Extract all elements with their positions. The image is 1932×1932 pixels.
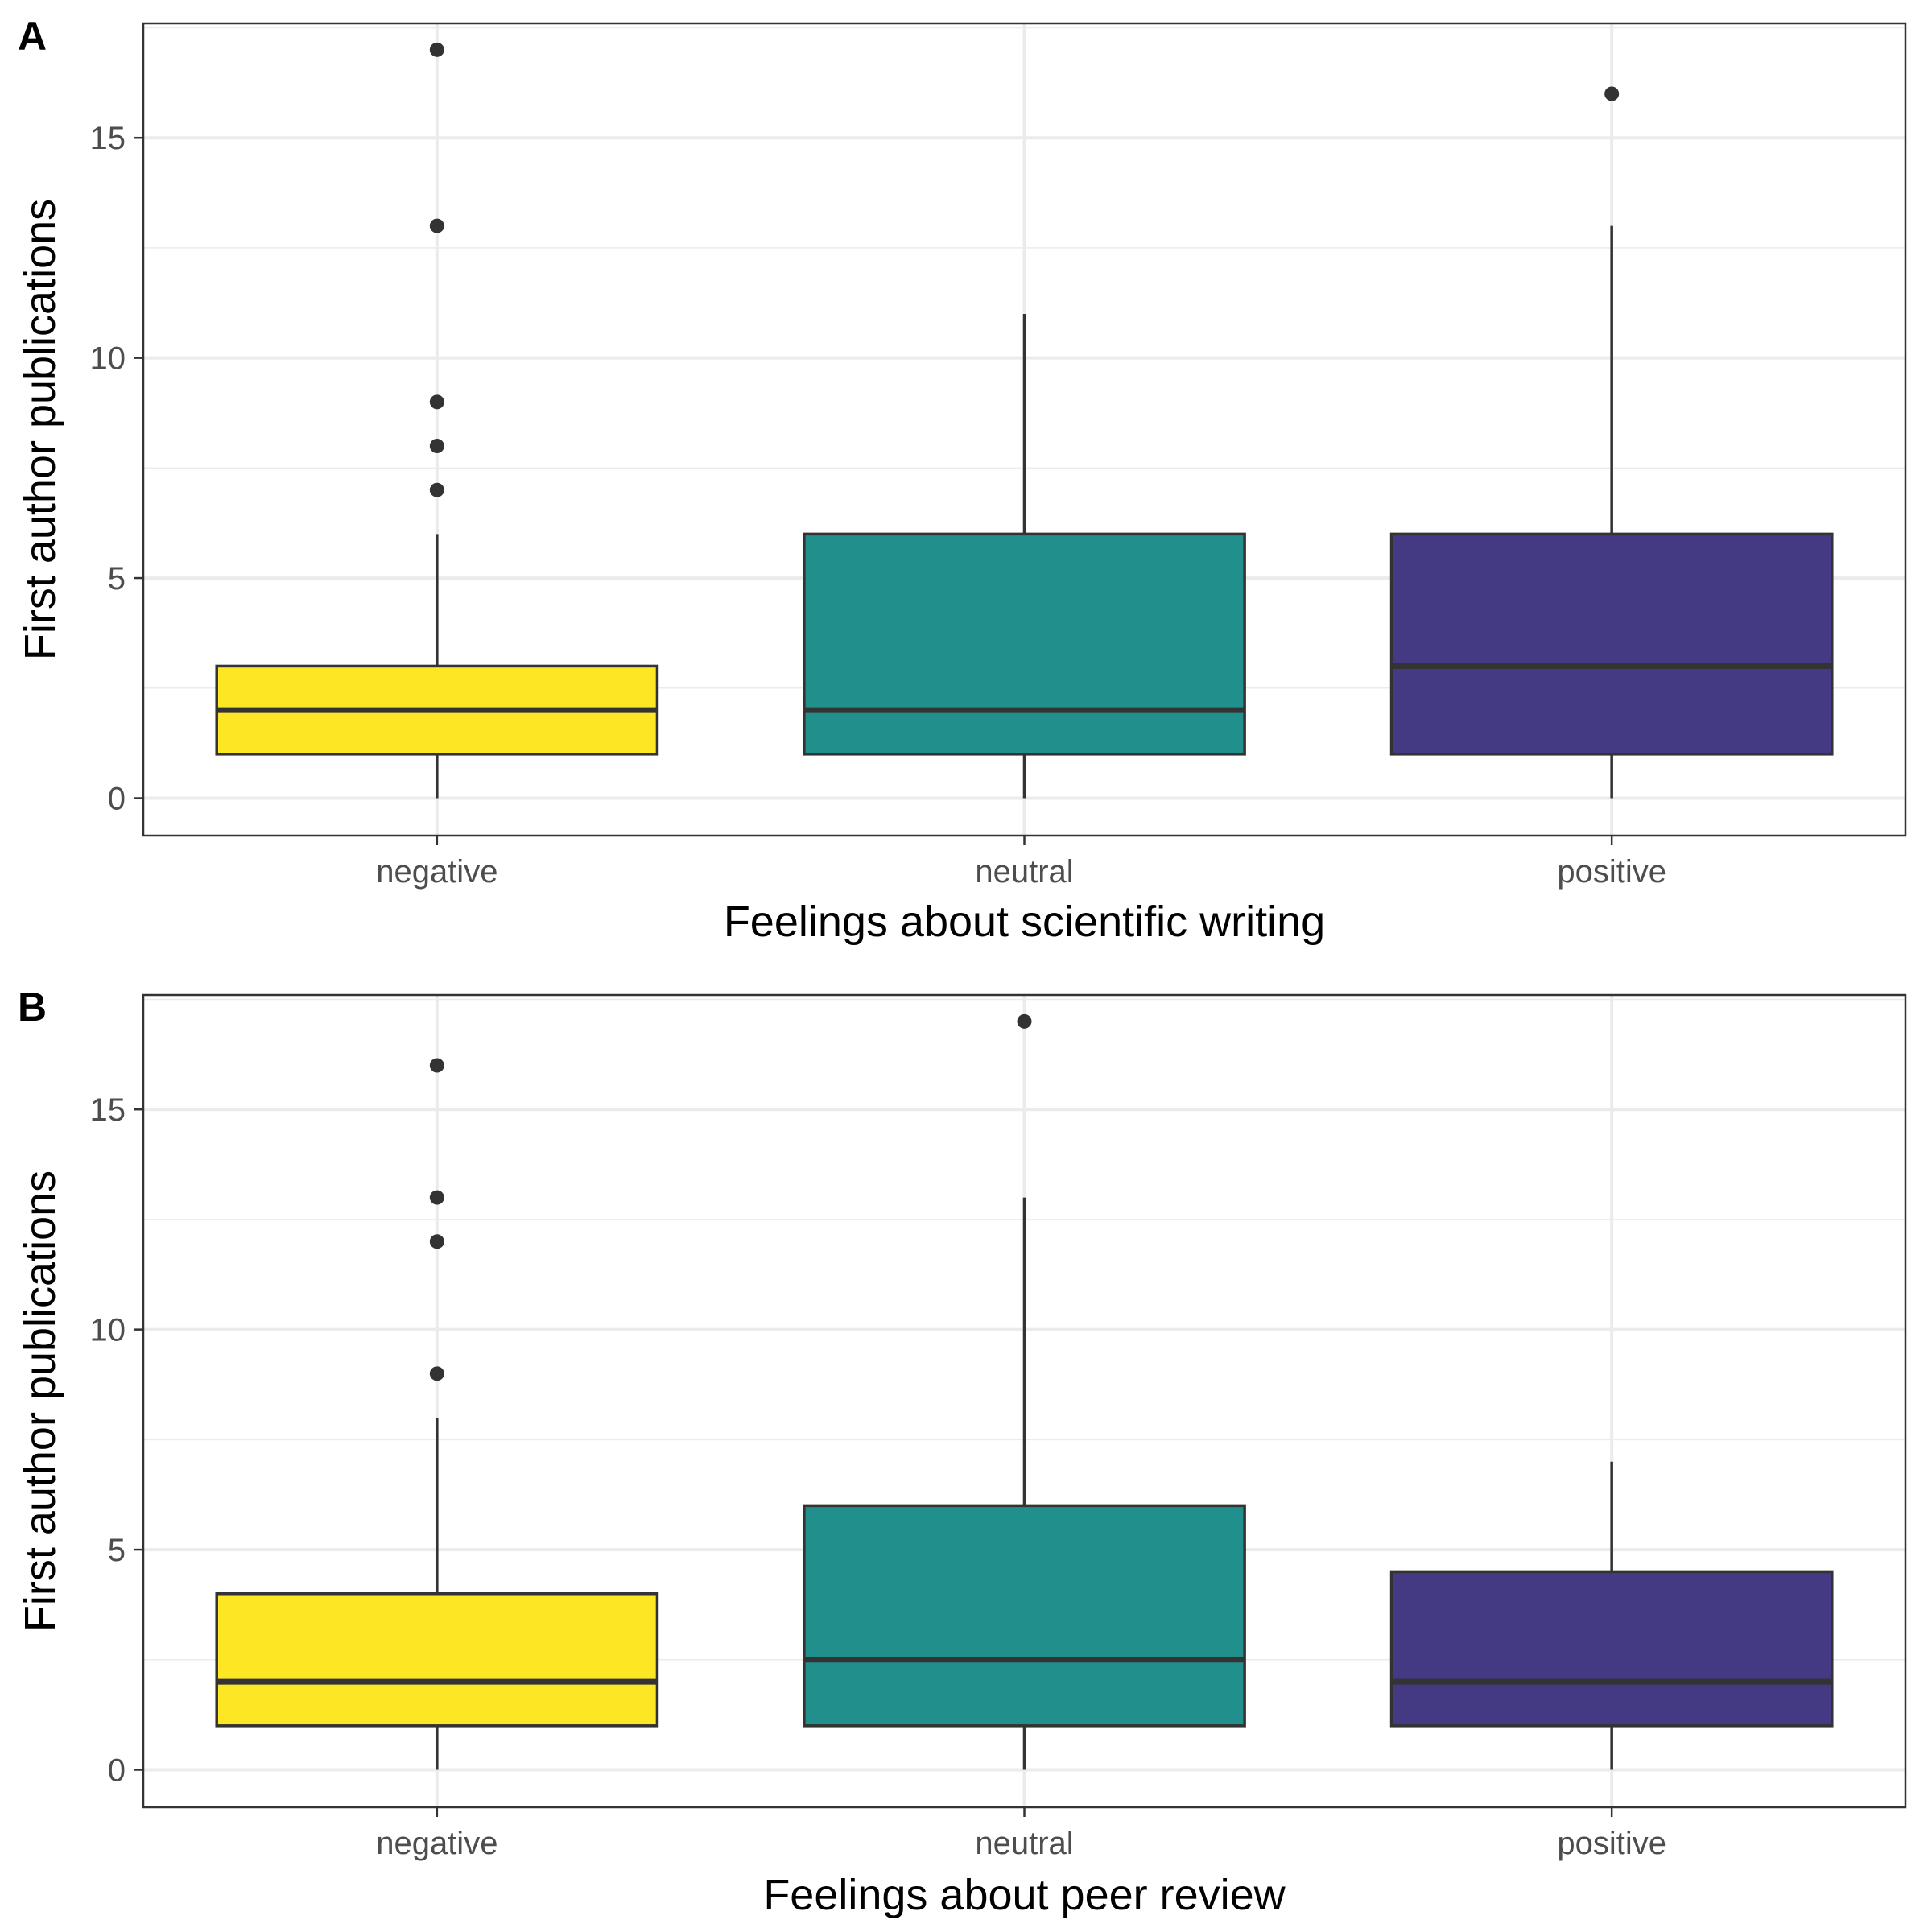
box-iqr (803, 1504, 1246, 1728)
outlier-point (429, 218, 444, 233)
x-tick-label: neutral (975, 854, 1073, 890)
box-neutral (803, 313, 1246, 799)
box-iqr (215, 1592, 659, 1728)
outlier-point (1604, 86, 1620, 101)
outlier-point (429, 1190, 444, 1205)
y-tick-label: 0 (108, 1753, 126, 1789)
box-iqr (1389, 1570, 1834, 1728)
y-tick-label: 0 (108, 782, 126, 817)
x-tick-label: positive (1557, 854, 1666, 890)
outlier-point (429, 394, 444, 410)
box-iqr (803, 532, 1246, 756)
box-negative (215, 1058, 659, 1770)
x-tick-label: negative (376, 1826, 497, 1861)
y-tick-label: 10 (90, 341, 126, 377)
box-positive (1389, 1461, 1834, 1770)
y-tick-label: 5 (108, 561, 126, 597)
x-axis-title: Feelings about scientific writing (724, 898, 1325, 946)
outlier-point (429, 1366, 444, 1381)
x-tick-label: neutral (975, 1826, 1073, 1861)
x-tick-label: positive (1557, 1826, 1666, 1861)
x-tick-label: negative (376, 854, 497, 890)
outlier-point (429, 1058, 444, 1073)
x-axis-title: Feelings about peer review (763, 1871, 1286, 1919)
box-positive (1389, 86, 1834, 799)
panel-label: A (18, 14, 47, 59)
outlier-point (429, 482, 444, 497)
y-tick-label: 15 (90, 121, 126, 156)
outlier-point (1017, 1013, 1032, 1029)
outlier-point (429, 439, 444, 454)
y-tick-label: 10 (90, 1313, 126, 1348)
panel-label: B (18, 985, 47, 1030)
y-axis-title: First author publications (16, 1170, 64, 1632)
y-tick-label: 15 (90, 1092, 126, 1128)
box-neutral (803, 1013, 1246, 1770)
y-tick-label: 5 (108, 1533, 126, 1568)
outlier-point (429, 42, 444, 57)
chart-panel-b: 0 5 10 15 negative neutral positive Feelings ab… (16, 985, 1907, 1919)
box-iqr (1389, 532, 1834, 756)
y-axis-title: First author publications (16, 199, 64, 660)
box-negative (215, 42, 659, 799)
outlier-point (429, 1234, 444, 1249)
chart-panel-a: 0 5 10 15 negative neutral positive Feelings ab… (16, 14, 1907, 946)
